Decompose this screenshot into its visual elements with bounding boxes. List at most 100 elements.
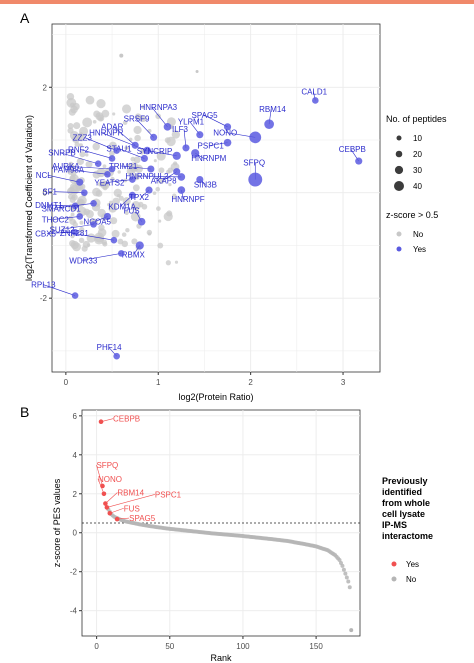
top-accent-rule xyxy=(0,0,474,4)
background-point xyxy=(121,104,132,114)
background-point xyxy=(121,232,127,237)
point-label-akap8: AKAP8 xyxy=(151,177,177,186)
rank-label-fus: FUS xyxy=(124,504,140,513)
y-axis-title: z-score of PES values xyxy=(52,478,62,567)
label-leader-line xyxy=(47,204,76,207)
background-point xyxy=(122,120,128,125)
x-tick-label: 150 xyxy=(309,642,323,651)
background-point xyxy=(153,159,157,163)
background-point xyxy=(122,197,131,206)
point-syncrip xyxy=(172,151,181,160)
point-hnrnpf xyxy=(177,186,186,194)
label-leader-line xyxy=(53,202,94,209)
background-point xyxy=(156,151,166,161)
rank-point-fus xyxy=(107,510,113,516)
background-point xyxy=(111,229,120,238)
label-leader-line xyxy=(65,168,108,175)
label-leader-line xyxy=(47,231,76,234)
point-znf281 xyxy=(110,236,118,244)
background-point xyxy=(92,119,97,124)
label-leader-line xyxy=(64,165,113,170)
label-leader-line xyxy=(105,492,118,504)
background-point xyxy=(174,260,179,264)
point-ncl xyxy=(76,178,84,186)
background-point xyxy=(73,122,81,130)
label-leader-line xyxy=(79,149,113,159)
background-point xyxy=(76,157,85,166)
label-leader-line xyxy=(151,106,168,128)
point-hnrnpul2 xyxy=(177,173,186,181)
x-axis-title: log2(Protein Ratio) xyxy=(178,392,253,402)
background-point xyxy=(81,245,88,252)
point-ilf3 xyxy=(182,144,190,152)
background-point xyxy=(86,243,91,247)
rank-point xyxy=(347,585,352,590)
point-label-hnrnpm: HNRNPM xyxy=(191,154,226,163)
background-point xyxy=(117,238,124,245)
point-label-kdm1a: KDM1A xyxy=(108,202,136,211)
background-point xyxy=(112,197,120,206)
background-point xyxy=(125,228,130,233)
background-point xyxy=(135,113,142,120)
size-legend-label: 10 xyxy=(413,134,422,143)
panel-b-letter: B xyxy=(20,404,30,420)
point-hnrnpm xyxy=(191,149,200,158)
label-leader-line xyxy=(203,114,228,128)
label-leader-line xyxy=(84,137,117,151)
point-label-rpl13: RPL13 xyxy=(31,281,56,290)
point-label-wdr33: WDR33 xyxy=(69,256,98,265)
background-point xyxy=(108,203,118,213)
y-tick-label: 4 xyxy=(73,451,78,460)
point-label-sfpq: SFPQ xyxy=(243,159,265,168)
size-legend-label: 20 xyxy=(413,150,422,159)
background-point xyxy=(126,166,136,176)
point-zzz3 xyxy=(113,147,120,154)
x-tick-label: 0 xyxy=(94,642,99,651)
x-tick-label: 1 xyxy=(156,378,161,387)
panel-a-letter: A xyxy=(20,10,30,26)
background-point xyxy=(166,136,176,147)
background-point xyxy=(147,128,152,133)
point-aurka xyxy=(108,165,116,173)
point-label-zzz3: ZZZ3 xyxy=(73,134,93,143)
point-ncoa5 xyxy=(103,212,111,221)
background-point xyxy=(128,137,133,142)
y-tick-label: 0 xyxy=(43,189,48,198)
background-point xyxy=(79,220,84,225)
rank-label-nono: NONO xyxy=(98,475,122,484)
point-wdr33 xyxy=(117,250,125,257)
rank-point xyxy=(343,571,348,576)
rank-label-spag5: SPAG5 xyxy=(129,514,156,523)
background-point xyxy=(85,160,93,168)
point-sf1 xyxy=(81,189,88,197)
background-point xyxy=(73,189,78,195)
background-point xyxy=(110,176,115,182)
legend-b-swatch xyxy=(391,576,397,582)
label-leader-line xyxy=(60,152,99,165)
size-legend-swatch xyxy=(394,165,404,175)
point-label-fam98a: FAM98A xyxy=(53,165,84,174)
point-label-suz12: SUZ12 xyxy=(50,225,75,234)
background-point xyxy=(165,260,171,266)
label-leader-line xyxy=(106,494,155,508)
label-leader-line xyxy=(137,175,182,178)
background-point xyxy=(72,221,78,228)
rank-label-sfpq: SFPQ xyxy=(96,461,118,470)
background-point xyxy=(77,133,86,142)
point-label-nono: NONO xyxy=(213,128,237,137)
color-legend-title: z-score > 0.5 xyxy=(386,210,438,220)
point-kdm1a xyxy=(128,191,136,199)
point-phf14 xyxy=(113,352,120,360)
background-point xyxy=(78,143,84,148)
background-point xyxy=(134,134,141,142)
rank-label-rbm14: RBM14 xyxy=(117,489,144,498)
background-point xyxy=(92,142,100,151)
background-point xyxy=(133,125,142,135)
point-label-pspc1: PSPC1 xyxy=(198,142,225,151)
background-point xyxy=(168,182,172,187)
rank-label-pspc1: PSPC1 xyxy=(155,490,182,499)
legend-b-title-line: Previously xyxy=(382,476,428,486)
y-tick-label: -4 xyxy=(70,607,78,616)
